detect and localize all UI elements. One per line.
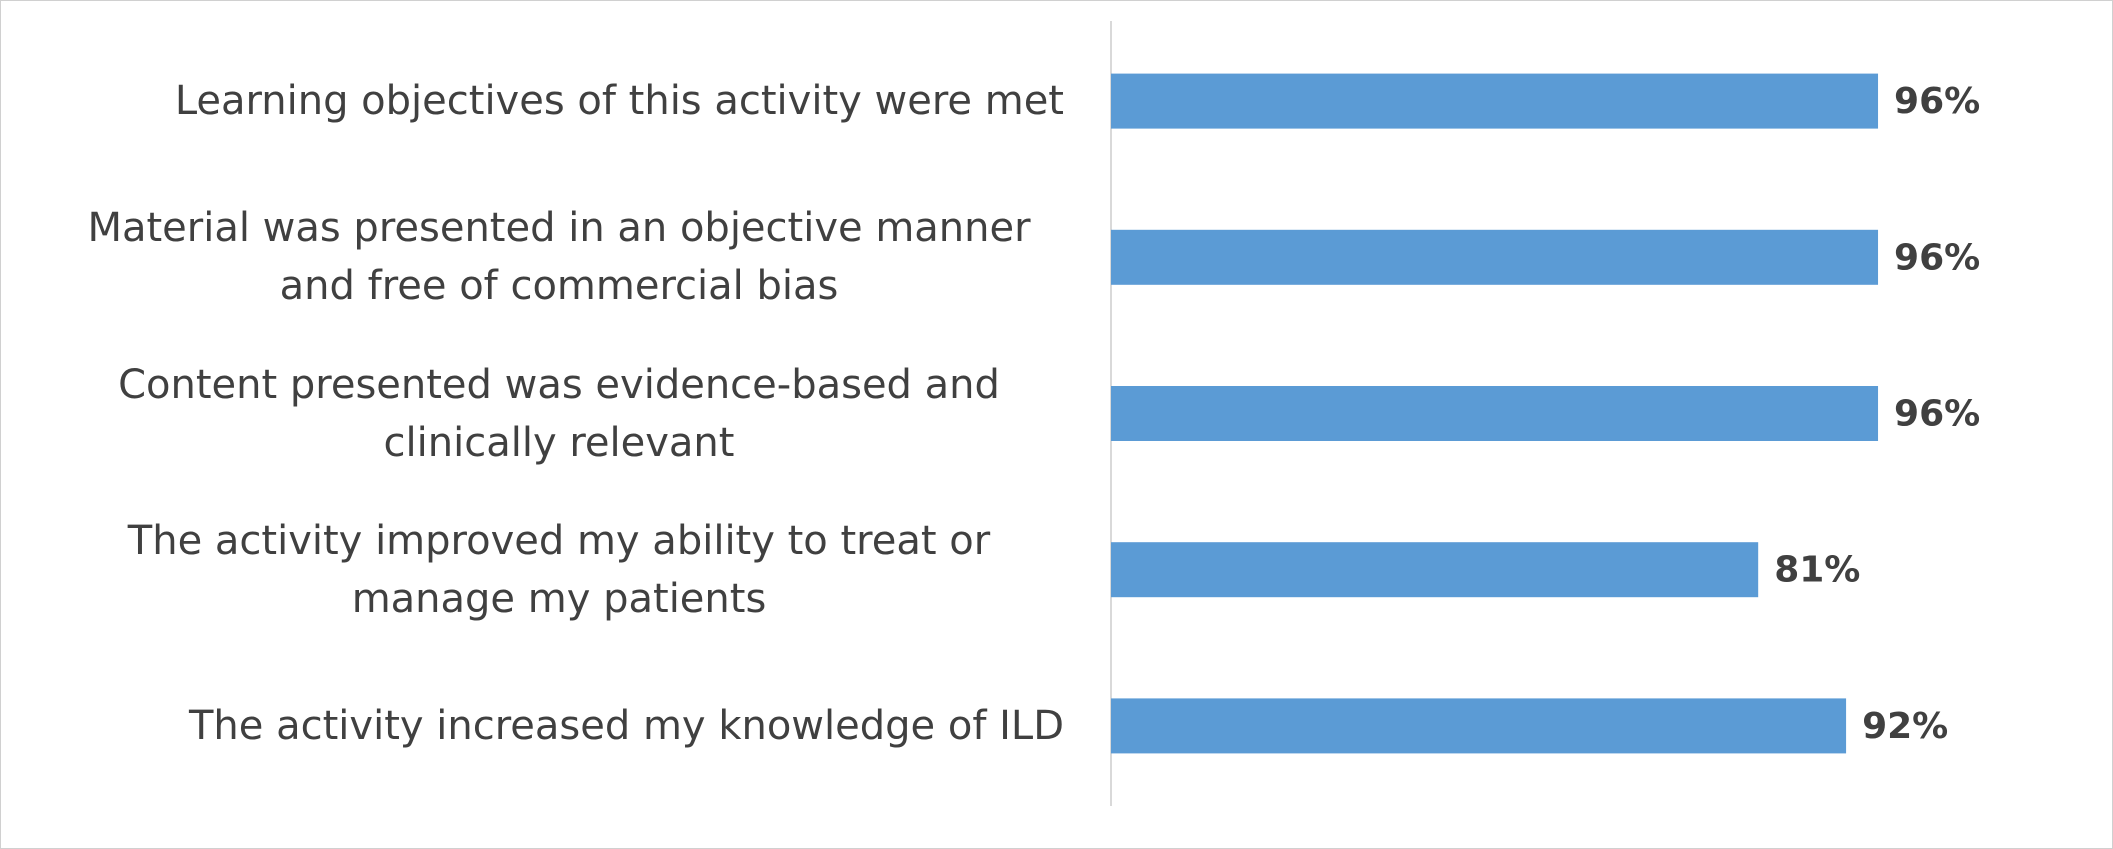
bar (1111, 698, 1847, 754)
category-label: Learning objectives of this activity wer… (174, 78, 1064, 125)
data-label: 96% (1894, 237, 1980, 278)
category-label: The activity increased my knowledge of I… (189, 702, 1064, 749)
bar (1111, 73, 1879, 129)
bar (1111, 542, 1759, 598)
data-label: 92% (1862, 706, 1948, 747)
data-label: 81% (1774, 550, 1860, 591)
category-label: Content presented was evidence-based and… (118, 361, 1000, 466)
bar (1111, 229, 1879, 285)
bar (1111, 386, 1879, 441)
category-label: The activity improved my ability to trea… (127, 517, 991, 622)
category-label: Material was presented in an objective m… (87, 205, 1031, 310)
data-label: 96% (1894, 81, 1980, 122)
data-label: 96% (1894, 394, 1980, 435)
